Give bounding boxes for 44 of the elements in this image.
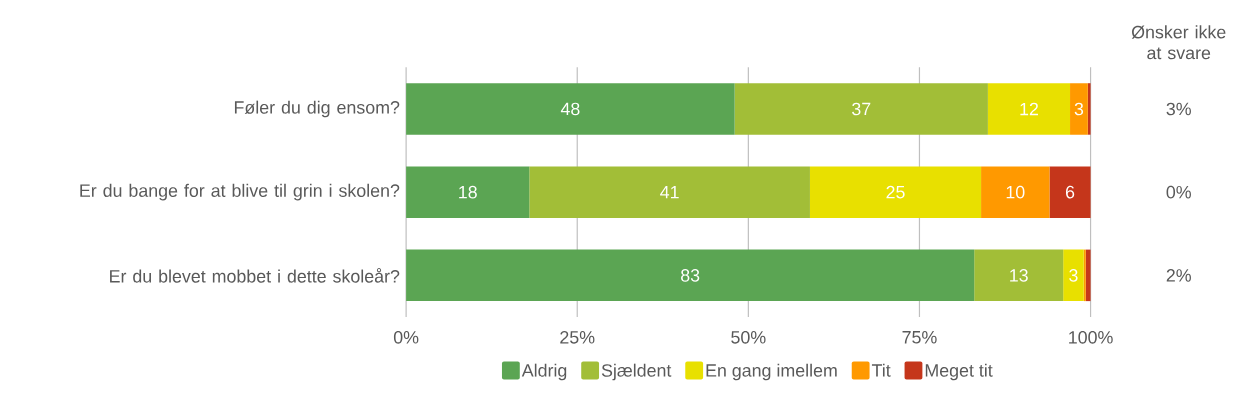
- bar: [987, 83, 1071, 135]
- data-label: 18: [459, 185, 477, 199]
- bar: [809, 166, 982, 218]
- bar: [1083, 249, 1086, 302]
- bar: [1085, 249, 1091, 302]
- x-tick-label: 0%: [393, 330, 419, 344]
- bar: [406, 166, 530, 218]
- data-label: 41: [660, 185, 679, 199]
- data-label: 3: [1069, 268, 1078, 282]
- data-label: 12: [1020, 102, 1038, 116]
- bar: [1063, 249, 1084, 302]
- y-tick-label: Er du bange for at blive til grin i skolen?: [80, 183, 400, 201]
- bar: [406, 249, 975, 302]
- data-label: 3: [1074, 102, 1084, 116]
- bar: [734, 83, 988, 135]
- text: Ønsker ikke at svare: [1131, 25, 1226, 60]
- bar: [1049, 166, 1091, 218]
- bar: [974, 249, 1064, 302]
- x-tick-label: 75%: [902, 330, 937, 344]
- data-label: 48: [560, 102, 580, 116]
- bar: [1070, 83, 1088, 135]
- data-label: 6: [1065, 185, 1075, 199]
- data-label: 37: [852, 102, 871, 116]
- data-label: 10: [1006, 185, 1025, 199]
- text: 2%: [1166, 268, 1191, 282]
- legend-label: Tit: [871, 363, 891, 377]
- x-tick-label: 25%: [560, 330, 595, 344]
- data-label: 25: [886, 185, 905, 199]
- legend-label: Meget tit: [925, 363, 993, 381]
- legend-label: En gang imellem: [706, 363, 837, 381]
- legend-label: Sjældent: [601, 363, 672, 381]
- text: 0%: [1166, 185, 1191, 199]
- legend-label: Aldrig: [521, 363, 567, 381]
- bar: [529, 166, 810, 218]
- y-tick-label: Føler du dig ensom?: [234, 100, 400, 118]
- bar: [1087, 83, 1091, 135]
- x-tick-label: 50%: [731, 330, 766, 344]
- text: 3%: [1166, 102, 1191, 116]
- data-label: 13: [1010, 268, 1028, 282]
- data-label: 83: [681, 268, 700, 282]
- bar: [981, 166, 1050, 218]
- y-tick-label: Er du blevet mobbet i dette skoleår?: [110, 268, 400, 283]
- x-tick-label: 100%: [1069, 330, 1113, 344]
- bar: [406, 83, 735, 135]
